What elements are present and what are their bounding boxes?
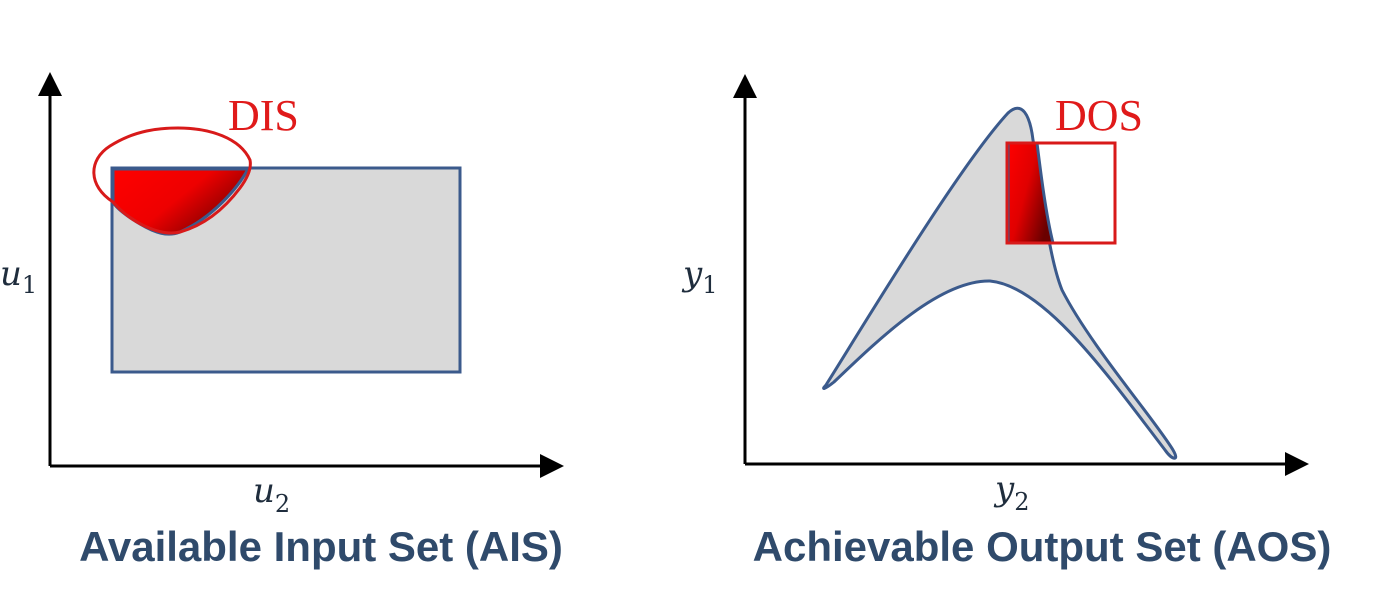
aos-dos-intersection bbox=[1006, 141, 1055, 245]
left-y-axis-label: u1 bbox=[0, 254, 37, 299]
dos-label: DOS bbox=[1055, 91, 1143, 140]
left-x-arrowhead bbox=[540, 454, 564, 478]
right-y-axis-label: y1 bbox=[681, 254, 718, 299]
dos-rectangle bbox=[1005, 141, 1117, 245]
right-x-axis-label: y2 bbox=[993, 469, 1030, 516]
dis-outline bbox=[92, 126, 252, 235]
left-panel: DIS u1 u2 Available Input Set (AIS) bbox=[0, 72, 564, 570]
left-x-axis-label: u2 bbox=[253, 471, 290, 518]
right-caption: Achievable Output Set (AOS) bbox=[753, 523, 1332, 570]
right-panel: DOS y1 y2 Achievable Output Set (AOS) bbox=[681, 74, 1331, 570]
aos-shape bbox=[822, 106, 1178, 460]
dis-label: DIS bbox=[228, 91, 299, 140]
left-y-arrowhead bbox=[38, 72, 62, 96]
right-y-arrowhead bbox=[733, 74, 757, 98]
left-caption: Available Input Set (AIS) bbox=[79, 523, 563, 570]
right-x-arrowhead bbox=[1285, 452, 1309, 476]
